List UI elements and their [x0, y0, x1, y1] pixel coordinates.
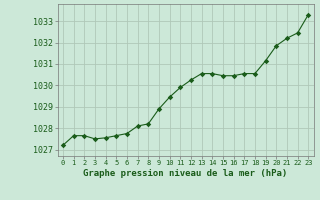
X-axis label: Graphe pression niveau de la mer (hPa): Graphe pression niveau de la mer (hPa) [84, 169, 288, 178]
